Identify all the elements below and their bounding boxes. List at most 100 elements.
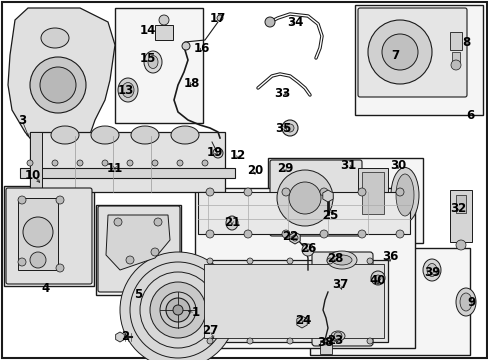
Text: 7: 7 (390, 49, 398, 62)
FancyBboxPatch shape (98, 206, 180, 292)
Text: 33: 33 (273, 86, 289, 99)
Text: 31: 31 (339, 158, 355, 171)
Circle shape (217, 15, 223, 21)
Bar (195, 188, 414, 348)
Circle shape (160, 292, 196, 328)
Bar (115, 8, 203, 123)
Circle shape (291, 235, 297, 241)
Circle shape (395, 188, 403, 196)
Ellipse shape (131, 126, 159, 144)
Circle shape (173, 305, 183, 315)
Bar (309, 248, 469, 355)
Circle shape (27, 160, 33, 166)
Text: 30: 30 (389, 158, 406, 171)
Text: 9: 9 (467, 296, 475, 309)
Text: 17: 17 (209, 12, 225, 24)
Circle shape (319, 188, 327, 196)
Circle shape (357, 188, 365, 196)
Bar (30, 132, 42, 192)
Circle shape (205, 230, 214, 238)
Circle shape (30, 252, 46, 268)
Text: 39: 39 (423, 266, 439, 279)
Circle shape (213, 148, 223, 158)
Ellipse shape (455, 288, 475, 316)
Text: 35: 35 (274, 122, 290, 135)
Circle shape (319, 230, 327, 238)
Bar (449, 32, 461, 50)
Circle shape (154, 218, 162, 226)
Circle shape (374, 275, 380, 281)
Circle shape (264, 17, 274, 27)
Circle shape (326, 258, 332, 264)
Ellipse shape (422, 259, 440, 281)
Circle shape (151, 248, 159, 256)
Text: 14: 14 (140, 23, 156, 36)
Circle shape (114, 218, 122, 226)
Text: 32: 32 (449, 202, 465, 215)
Circle shape (206, 338, 213, 344)
Circle shape (276, 170, 332, 226)
Bar (357, 168, 387, 218)
Text: 24: 24 (294, 314, 310, 327)
Circle shape (56, 264, 64, 272)
Circle shape (177, 160, 183, 166)
Ellipse shape (225, 216, 238, 230)
Circle shape (246, 258, 252, 264)
Bar (354, 5, 482, 115)
Circle shape (56, 196, 64, 204)
Ellipse shape (390, 167, 418, 222)
Text: 28: 28 (326, 252, 343, 265)
Circle shape (150, 282, 205, 338)
Text: 13: 13 (118, 84, 134, 96)
Circle shape (159, 15, 169, 25)
Ellipse shape (148, 55, 158, 68)
Text: 26: 26 (299, 242, 316, 255)
Circle shape (18, 258, 26, 266)
Circle shape (30, 57, 86, 113)
Circle shape (165, 298, 190, 322)
Circle shape (282, 120, 297, 136)
Ellipse shape (426, 264, 436, 276)
Text: 29: 29 (276, 162, 293, 175)
Circle shape (455, 240, 465, 250)
Circle shape (170, 302, 185, 318)
Text: 27: 27 (202, 324, 218, 337)
Text: 20: 20 (246, 163, 263, 176)
Text: 16: 16 (193, 41, 210, 54)
Circle shape (367, 20, 431, 84)
Ellipse shape (395, 174, 413, 216)
Ellipse shape (331, 255, 351, 265)
Text: 4: 4 (42, 282, 50, 294)
Bar (20, 168, 235, 178)
Bar (449, 190, 471, 242)
Bar (96, 205, 181, 295)
Circle shape (152, 160, 158, 166)
Bar (155, 25, 173, 40)
Circle shape (244, 188, 251, 196)
Circle shape (370, 271, 384, 285)
Text: 6: 6 (465, 108, 473, 122)
Circle shape (182, 42, 190, 50)
Polygon shape (8, 8, 115, 162)
Circle shape (282, 230, 289, 238)
Ellipse shape (326, 251, 356, 269)
Ellipse shape (122, 82, 134, 98)
Text: 38: 38 (316, 336, 332, 348)
Circle shape (18, 196, 26, 204)
Ellipse shape (118, 78, 138, 102)
Text: 1: 1 (192, 306, 200, 320)
Bar (319, 342, 331, 354)
Ellipse shape (41, 28, 69, 48)
Bar (203, 264, 383, 338)
Circle shape (127, 160, 133, 166)
Ellipse shape (459, 293, 471, 311)
Circle shape (126, 256, 134, 264)
Text: 23: 23 (326, 333, 343, 346)
Text: 37: 37 (331, 279, 347, 292)
Text: 34: 34 (286, 15, 303, 28)
Circle shape (450, 60, 460, 70)
Bar (361, 172, 383, 214)
Circle shape (40, 67, 76, 103)
Text: 25: 25 (321, 208, 338, 221)
Circle shape (395, 230, 403, 238)
